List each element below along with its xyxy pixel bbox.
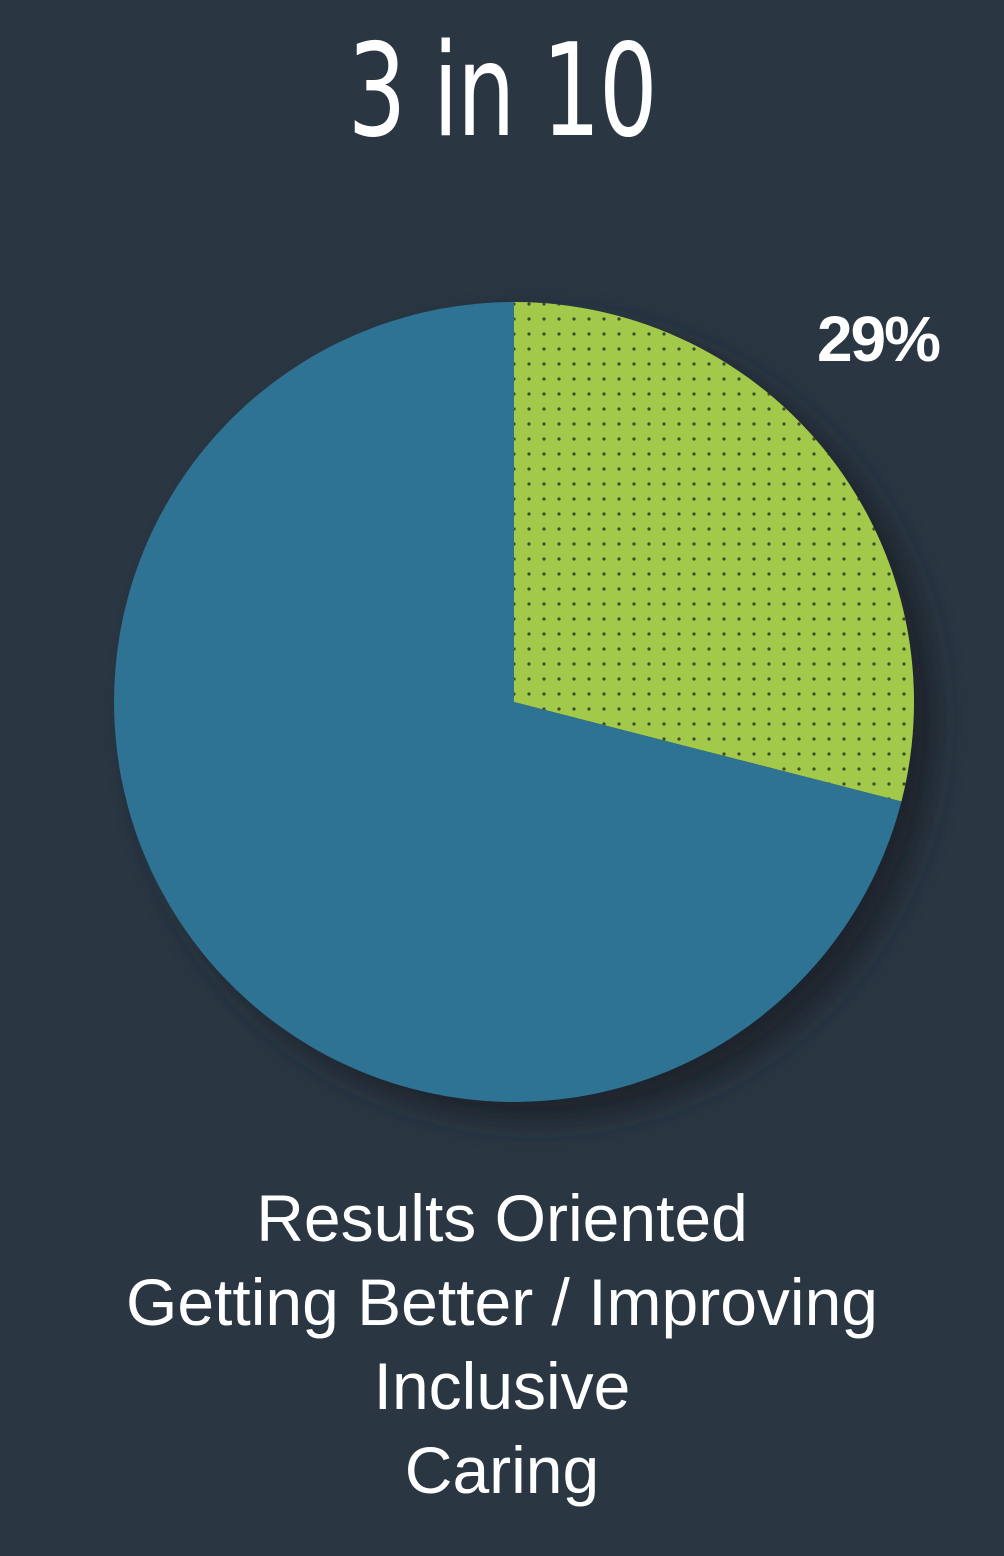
caption-line-3: Inclusive <box>373 1349 631 1423</box>
headline: 3 in 10 <box>347 17 658 166</box>
caption-line-1: Results Oriented <box>256 1181 748 1255</box>
caption-line-2: Getting Better / Improving <box>125 1265 878 1339</box>
pie-slice-1-label: 29% <box>817 303 940 375</box>
pie-slice-2 <box>114 302 902 1102</box>
caption-line-4: Caring <box>404 1433 600 1507</box>
pie-slice-1-dots <box>514 302 914 802</box>
caption: Results Oriented Getting Better / Improv… <box>0 1176 1004 1512</box>
